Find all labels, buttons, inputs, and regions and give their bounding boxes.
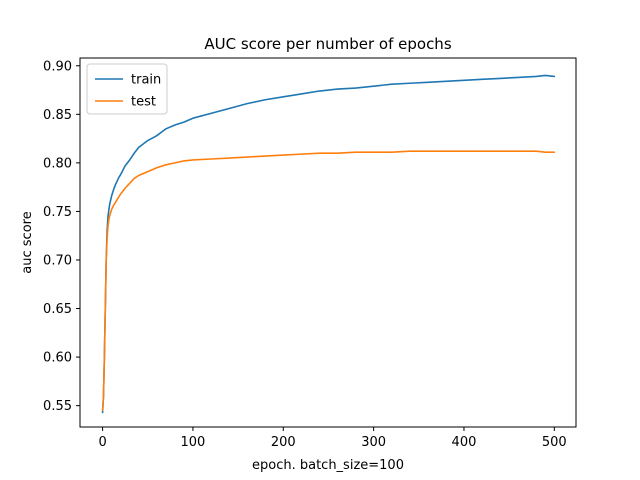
y-tick-label: 0.70 [43,253,72,268]
series-layer [101,74,556,414]
x-tick-label: 300 [361,435,386,450]
y-axis-ticks: 0.55 0.60 0.65 0.70 0.75 0.80 0.85 0.90 [43,59,80,414]
y-axis-label: auc score [20,211,35,273]
y-tick-label: 0.55 [43,399,72,414]
legend-label-test: test [131,95,156,110]
y-tick-label: 0.90 [43,59,72,74]
x-tick-label: 500 [542,435,567,450]
x-tick-label: 0 [98,435,106,450]
x-axis-ticks: 0 100 200 300 400 500 [98,427,567,450]
x-tick-label: 200 [271,435,296,450]
y-tick-label: 0.60 [43,351,72,366]
plot-frame [79,57,577,428]
series-line-test [101,150,556,412]
y-tick-label: 0.75 [43,205,72,220]
x-tick-label: 400 [452,435,477,450]
legend-label-train: train [131,73,161,88]
y-tick-label: 0.65 [43,302,72,317]
y-tick-label: 0.80 [43,156,72,171]
y-tick-label: 0.85 [43,108,72,123]
series-line-train [101,74,556,414]
chart-title: AUC score per number of epochs [204,35,451,53]
legend: train test [86,63,168,115]
x-axis-label: epoch. batch_size=100 [252,458,404,473]
x-tick-label: 100 [181,435,206,450]
